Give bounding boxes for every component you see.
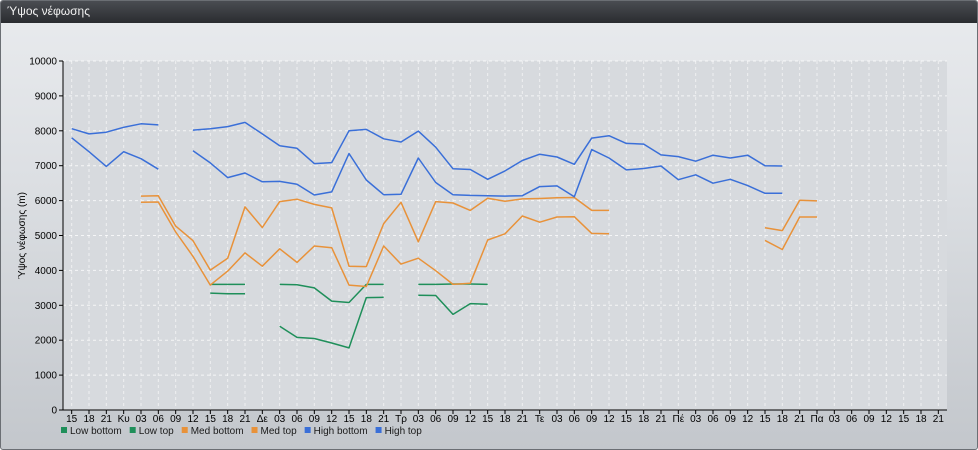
series-line-med-bottom <box>764 216 817 251</box>
legend-label: High bottom <box>314 426 368 437</box>
x-tick-label: 12 <box>881 414 893 425</box>
x-tick-label: 06 <box>430 414 442 425</box>
x-tick-label: Πέ <box>672 413 684 425</box>
title-bar: Ύψος νέφωσης <box>1 1 977 23</box>
series-line-med-top <box>764 199 818 232</box>
y-tick-label: 9000 <box>35 91 58 102</box>
x-tick-label: 09 <box>309 414 321 425</box>
window-title: Ύψος νέφωσης <box>7 4 90 18</box>
x-tick-label: 06 <box>846 414 858 425</box>
legend-label: Low top <box>139 426 174 437</box>
series-line-med-top <box>140 194 609 271</box>
x-tick-label: 18 <box>499 414 511 425</box>
legend-item-low-top: Low top <box>129 426 174 437</box>
legend-label: High top <box>385 426 423 437</box>
x-tick-label: 12 <box>603 414 615 425</box>
legend-swatch <box>181 427 188 433</box>
y-tick-label: 8000 <box>35 126 58 137</box>
x-tick-label: 15 <box>898 414 910 425</box>
x-tick-label: 06 <box>153 414 165 425</box>
x-tick-label: 18 <box>361 414 373 425</box>
x-tick-label: 15 <box>343 414 355 425</box>
x-tick-label: 15 <box>621 414 633 425</box>
y-tick-label: 5000 <box>35 231 58 242</box>
x-tick-label: 15 <box>482 414 494 425</box>
y-tick-label: 0 <box>51 406 57 417</box>
series-line-high-top <box>192 121 783 181</box>
x-tick-label: Πα <box>810 414 823 425</box>
x-tick-label: 03 <box>274 414 286 425</box>
y-tick-label: 6000 <box>35 196 58 207</box>
legend-label: Med bottom <box>191 426 244 437</box>
legend-swatch <box>61 427 67 433</box>
x-tick-label: 15 <box>66 414 78 425</box>
x-tick-label: 03 <box>551 414 563 425</box>
y-tick-label: 1000 <box>35 371 58 382</box>
x-tick-label: 03 <box>690 414 702 425</box>
x-tick-label: 21 <box>101 414 113 425</box>
legend-swatch <box>375 427 382 433</box>
x-tick-label: 12 <box>326 414 338 425</box>
x-tick-label: 21 <box>933 414 945 425</box>
x-tick-label: 18 <box>777 414 789 425</box>
series-line-high-bottom <box>71 137 159 170</box>
x-tick-label: 12 <box>742 414 754 425</box>
y-tick-label: 4000 <box>35 266 58 277</box>
legend-swatch <box>304 427 311 433</box>
x-tick-label: 21 <box>517 414 529 425</box>
y-tick-label: 2000 <box>35 336 58 347</box>
legend-label: Med top <box>261 426 298 437</box>
legend-item-low-bottom: Low bottom <box>61 426 122 437</box>
x-tick-label: 06 <box>291 414 303 425</box>
legend-item-med-bottom: Med bottom <box>181 426 244 437</box>
x-tick-label: 15 <box>759 414 771 425</box>
x-tick-label: 18 <box>222 414 234 425</box>
series-line-low-bottom <box>279 296 384 349</box>
x-tick-label: 09 <box>863 414 875 425</box>
x-tick-label: 03 <box>135 414 147 425</box>
x-tick-label: 18 <box>638 414 650 425</box>
x-tick-label: 06 <box>707 414 719 425</box>
x-tick-label: 09 <box>170 414 182 425</box>
series-line-med-bottom <box>140 201 610 288</box>
x-tick-label: 03 <box>413 414 425 425</box>
series-line-high-top <box>71 123 159 135</box>
series-line-low-bottom <box>418 294 488 316</box>
legend-item-med-top: Med top <box>251 426 298 437</box>
x-tick-label: 12 <box>187 414 199 425</box>
x-tick-label: 03 <box>829 414 841 425</box>
x-tick-label: 09 <box>586 414 598 425</box>
x-tick-label: 09 <box>447 414 459 425</box>
legend-label: Low bottom <box>70 426 122 437</box>
x-tick-label: Τρ <box>395 414 407 425</box>
x-tick-label: Κυ <box>118 414 130 425</box>
x-tick-label: 21 <box>239 414 251 425</box>
y-tick-label: 3000 <box>35 301 58 312</box>
legend-swatch <box>129 427 136 433</box>
x-tick-label: 18 <box>83 414 95 425</box>
series-line-high-bottom <box>192 148 783 198</box>
x-tick-label: 09 <box>725 414 737 425</box>
legend-item-high-top: High top <box>375 426 423 437</box>
x-tick-label: 18 <box>915 414 927 425</box>
x-tick-label: Τε <box>535 414 545 425</box>
series-line-low-top <box>279 283 384 304</box>
legend-item-high-bottom: High bottom <box>304 426 368 437</box>
x-tick-label: Δε <box>257 414 269 425</box>
x-tick-label: 12 <box>465 414 477 425</box>
x-tick-label: 21 <box>794 414 806 425</box>
y-tick-label: 10000 <box>29 57 57 68</box>
series-line-low-bottom <box>210 292 245 295</box>
legend-swatch <box>251 427 258 433</box>
y-axis-label: Ύψος νέφωσης (m) <box>16 192 28 279</box>
y-tick-label: 7000 <box>35 161 58 172</box>
x-tick-label: 15 <box>205 414 217 425</box>
x-tick-label: 06 <box>569 414 581 425</box>
x-tick-label: 21 <box>655 414 667 425</box>
x-tick-label: 21 <box>378 414 390 425</box>
